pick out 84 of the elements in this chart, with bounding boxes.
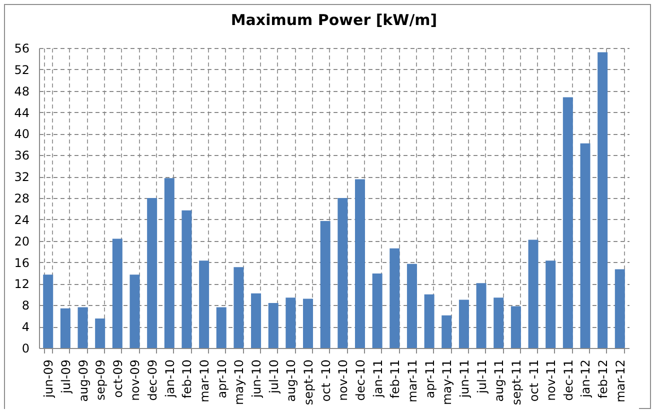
x-tick-label: aug-09 (76, 360, 90, 402)
y-tick-label: 0 (22, 342, 30, 356)
bar (216, 307, 226, 348)
bar (510, 306, 521, 348)
y-tick-label: 4 (22, 320, 30, 334)
bar (251, 293, 262, 348)
bar (598, 52, 608, 348)
chart-title: Maximum Power [kW/m] (230, 11, 438, 29)
bar (130, 274, 140, 348)
y-tick-label: 40 (14, 127, 30, 142)
bar (43, 274, 54, 348)
bar (182, 210, 192, 348)
x-tick-label: jul-09 (58, 360, 73, 394)
y-tick-label: 28 (14, 192, 30, 206)
y-tick-label: 44 (14, 106, 30, 120)
bar (614, 269, 625, 348)
x-tick-label: aug-10 (284, 360, 298, 402)
bar (476, 283, 486, 348)
bar (372, 274, 382, 348)
bar (580, 143, 590, 348)
x-tick-label: mar-11 (405, 360, 420, 402)
y-tick-label: 32 (14, 170, 30, 184)
x-tick-label: may-10 (232, 360, 246, 406)
x-tick-label: nov-10 (336, 360, 350, 401)
bar (354, 179, 365, 348)
x-tick-label: nov-11 (544, 360, 558, 401)
x-tick-label: sept-10 (302, 360, 316, 406)
x-tick-label: jan-11 (370, 360, 385, 398)
y-tick-label: 16 (14, 256, 30, 270)
bar (60, 308, 70, 348)
bar (147, 198, 158, 348)
bar (199, 260, 210, 348)
y-tick-label: 24 (14, 212, 30, 227)
x-tick-label: dec-11 (561, 360, 576, 401)
x-tick-label: jun-09 (42, 360, 56, 399)
x-tick-label: sept-11 (509, 360, 524, 406)
x-tick-label: oct -10 (318, 360, 333, 402)
bar (78, 307, 88, 348)
bar (164, 178, 174, 348)
x-tick-label: apr-11 (422, 360, 437, 398)
bar (424, 294, 434, 348)
x-tick-label: oct -11 (526, 360, 541, 402)
x-tick-label: jan-12 (578, 360, 593, 398)
x-tick-label: apr-10 (214, 360, 229, 398)
bar (303, 298, 314, 348)
bar (528, 240, 538, 348)
x-tick-label: jul-10 (266, 360, 281, 394)
x-tick-label: feb-12 (596, 360, 610, 398)
x-tick-label: mar-10 (198, 360, 212, 402)
x-tick-label: nov-09 (128, 360, 142, 401)
bar (234, 267, 244, 348)
x-tick-label: jan-10 (162, 360, 177, 398)
bar (494, 298, 504, 348)
bar (95, 318, 106, 348)
bar (338, 198, 348, 348)
y-tick-label: 12 (14, 277, 30, 292)
x-tick-label: aug-11 (492, 360, 506, 402)
bar (546, 260, 556, 348)
y-tick-label: 8 (22, 298, 30, 313)
x-tick-label: feb-11 (388, 360, 402, 398)
x-tick-label: jun-11 (457, 360, 472, 399)
x-tick-label: dec-10 (353, 360, 368, 401)
x-tick-label: jul-11 (474, 360, 489, 394)
x-tick-label: may-11 (440, 360, 454, 406)
x-tick-label: oct-09 (110, 360, 125, 398)
bar (458, 300, 469, 348)
bar (390, 248, 400, 348)
bar (562, 97, 573, 348)
x-tick-label: mar-12 (613, 360, 628, 402)
y-tick-label: 36 (14, 148, 30, 163)
y-tick-label: 20 (14, 234, 30, 248)
x-tick-label: sep-09 (94, 360, 108, 400)
bar (320, 221, 330, 348)
y-tick-label: 48 (14, 84, 30, 98)
bar (286, 298, 296, 348)
y-tick-label: 52 (14, 62, 30, 77)
y-tick-label: 56 (14, 42, 30, 56)
bar (268, 303, 278, 348)
bar (442, 315, 452, 348)
x-tick-label: jun-10 (250, 360, 264, 399)
x-tick-label: feb-10 (180, 360, 194, 398)
bar (406, 264, 417, 348)
bar (112, 238, 122, 348)
x-tick-label: dec-09 (146, 360, 160, 401)
